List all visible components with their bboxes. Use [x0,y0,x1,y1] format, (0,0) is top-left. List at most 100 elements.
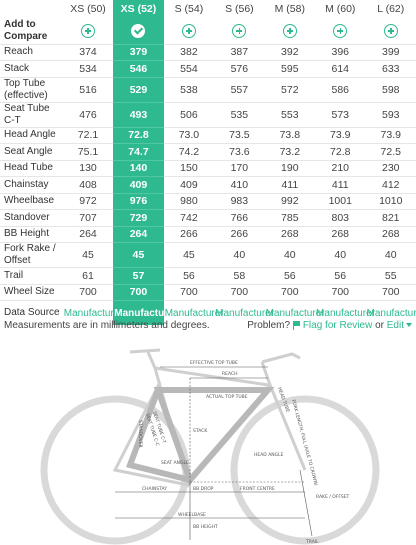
add-to-compare-toggle[interactable] [163,18,215,45]
cell-value: 73.0 [163,127,215,144]
cell-value: 382 [163,44,215,61]
plus-circle-icon [181,23,196,38]
flag-icon [292,321,301,330]
cell-value: 700 [214,284,265,301]
add-to-compare-toggle[interactable] [214,18,265,45]
row-label: BB Height [0,226,63,243]
data-source-cell: Manufacturer [63,301,123,325]
data-source-cell: Manufacturer [113,300,178,325]
row-label: Reach [0,44,63,61]
cell-value: 56 [264,267,316,285]
cell-value: 595 [264,60,316,78]
cell-value-selected: 529 [113,77,164,103]
cell-value: 266 [214,226,265,243]
plus-circle-icon [333,23,348,38]
plus-circle-icon [282,23,297,38]
cell-value: 73.6 [214,143,265,161]
add-to-compare-toggle[interactable] [62,18,114,45]
manufacturer-link[interactable]: Manufacturer [114,307,178,319]
manufacturer-link[interactable]: Manufacturer [215,307,275,319]
geometry-row: Fork Rake / Offset 45 45 45 40 40 40 40 [0,242,416,268]
add-to-compare-toggle-selected[interactable] [113,18,164,45]
cell-value: 1010 [365,193,416,210]
cell-value: 821 [365,209,416,227]
geometry-row: Reach 374 379 382 387 392 396 399 [0,44,416,61]
add-to-compare-toggle[interactable] [264,18,316,45]
geometry-row: Head Angle 72.1 72.8 73.0 73.5 73.8 73.9 73.9 [0,127,416,144]
data-source-cell: Manufacturer [366,301,416,325]
cell-value: 785 [264,209,316,227]
cell-value: 73.2 [264,143,316,161]
add-to-compare-toggle[interactable] [365,18,416,45]
trail-line [299,469,313,537]
cell-value: 73.9 [365,127,416,144]
cell-value: 742 [163,209,215,227]
size-header: S (54) [174,3,204,15]
cell-value: 72.5 [365,143,416,161]
cell-value: 411 [264,176,316,194]
label-stack: STACK [193,428,208,434]
data-source-cell: Manufacturer [265,301,325,325]
cell-value: 264 [62,226,114,243]
row-label: Wheel Size [0,284,63,301]
cell-value: 55 [365,267,416,285]
cell-value: 230 [365,160,416,177]
row-label: Stack [0,60,63,78]
cell-value: 766 [214,209,265,227]
flag-for-review-link[interactable]: Flag for Review [292,320,373,331]
flag-for-review-label: Flag for Review [302,320,373,331]
cell-value: 72.1 [62,127,114,144]
size-header-row: XS (50) XS (52) S (54) S (56) M (58) M (… [0,0,416,18]
cell-value: 266 [163,226,215,243]
cell-value: 557 [214,77,265,103]
cell-value: 40 [214,242,265,268]
chevron-down-icon [406,323,412,327]
check-circle-icon [131,23,146,38]
cell-value-selected: 409 [113,176,164,194]
cell-value: 700 [264,284,316,301]
cell-value: 992 [264,193,316,210]
label-chainstay: CHAINSTAY [142,486,167,492]
cell-value: 410 [214,176,265,194]
cell-value: 40 [315,242,366,268]
cell-value: 700 [315,284,366,301]
cell-value: 45 [163,242,215,268]
cell-value: 75.1 [62,143,114,161]
add-to-compare-toggle[interactable] [315,18,366,45]
rear-triangle [126,388,191,483]
bike-geometry-diagram: EFFECTIVE TOP TUBE REACH ACTUAL TOP TUBE… [40,348,380,545]
manufacturer-link[interactable]: Manufacturer [366,307,416,319]
size-header: S (56) [225,3,254,15]
cell-value: 593 [365,102,416,128]
measurement-lines [115,366,313,540]
geometry-table: XS (50) XS (52) S (54) S (56) M (58) M (… [0,0,416,325]
cell-value-selected: 45 [113,242,164,268]
or-label: or [375,320,384,331]
manufacturer-link[interactable]: Manufacturer [316,307,375,319]
frame-outline [112,348,307,489]
cell-value: 56 [315,267,366,285]
cell-value-selected: 140 [113,160,164,177]
cell-value: 586 [315,77,366,103]
row-label: Head Tube [0,160,63,177]
label-head-angle: HEAD ANGLE [254,452,284,458]
manufacturer-link[interactable]: Manufacturer [164,307,224,319]
problem-bar: Problem? Flag for Review or Edit [247,320,412,331]
cell-value-selected: 493 [113,102,164,128]
label-seat-angle: SEAT ANGLE [161,460,189,466]
cell-value-selected: 546 [113,60,164,78]
manufacturer-link[interactable]: Manufacturer [265,307,325,319]
cell-value: 534 [62,60,114,78]
cell-value-selected: 264 [113,226,164,243]
cell-value: 396 [315,44,366,61]
plus-circle-icon [232,23,247,38]
manufacturer-link[interactable]: Manufacturer [63,307,123,319]
label-effective-top-tube: EFFECTIVE TOP TUBE [190,360,238,366]
row-label: Trail [0,267,63,285]
geometry-row: Standover 707 729 742 766 785 803 821 [0,209,416,227]
geometry-row: Wheelbase 972 976 980 983 992 1001 1010 [0,193,416,210]
edit-link[interactable]: Edit [387,320,412,331]
size-header: M (60) [325,3,356,15]
cell-value: 535 [214,102,265,128]
cell-value-selected: 379 [113,44,164,61]
